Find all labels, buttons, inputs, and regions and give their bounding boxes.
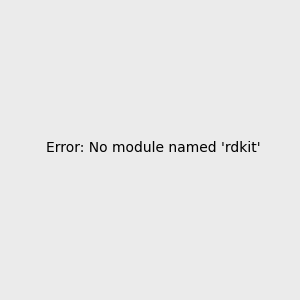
Text: Error: No module named 'rdkit': Error: No module named 'rdkit' [46, 140, 261, 154]
